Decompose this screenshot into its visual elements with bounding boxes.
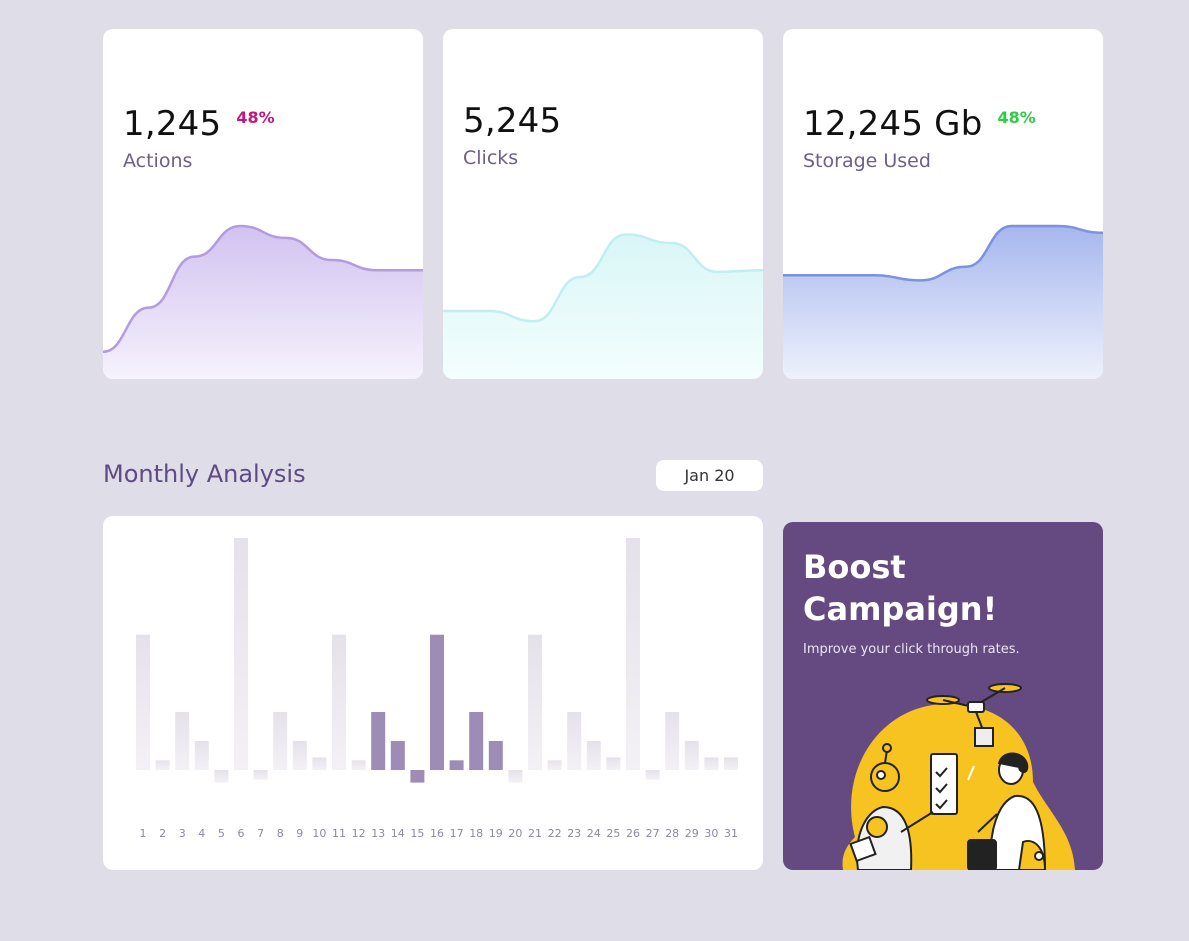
x-tick-label: 25 — [606, 827, 620, 840]
x-tick-label: 17 — [450, 827, 464, 840]
x-tick-label: 15 — [410, 827, 424, 840]
bar-day-30 — [704, 757, 719, 770]
stat-label: Actions — [123, 150, 193, 172]
stat-label: Clicks — [463, 147, 519, 169]
drone-icon — [926, 683, 1022, 747]
x-tick-label: 19 — [489, 827, 503, 840]
bar-day-3 — [175, 712, 190, 770]
x-tick-label: 24 — [587, 827, 601, 840]
checklist-icon — [930, 753, 958, 815]
x-tick-label: 7 — [257, 827, 264, 840]
bar-day-23 — [567, 712, 582, 770]
x-tick-label: 31 — [724, 827, 738, 840]
campaign-illustration-icon — [842, 683, 1075, 870]
section-title: Monthly Analysis — [103, 460, 306, 488]
bar-day-24 — [586, 741, 601, 770]
x-tick-label: 8 — [277, 827, 284, 840]
stat-card-actions: 1,245 48% Actions — [103, 29, 423, 379]
bar-day-31 — [724, 757, 738, 770]
bar-day-11 — [332, 634, 346, 770]
stat-value-row: 5,245 — [463, 100, 576, 142]
x-tick-label: 10 — [312, 827, 326, 840]
robot-icon — [849, 743, 934, 870]
bar-day-5 — [214, 770, 229, 783]
trend-line — [783, 224, 1103, 282]
x-tick-label: 9 — [296, 827, 303, 840]
x-tick-label: 28 — [665, 827, 679, 840]
x-tick-label: 5 — [218, 827, 225, 840]
stat-value-row: 1,245 48% — [123, 103, 275, 145]
bar-day-1 — [136, 634, 150, 770]
bar-day-2 — [155, 760, 170, 770]
bar-day-26 — [626, 538, 640, 770]
monthly-bar-chart: 1 2 3 4 5 6 7 8 9 10 11 12 13 14 15 16 17 18 19 20 21 22 23 24 2… — [136, 538, 738, 840]
bar-day-29 — [684, 741, 699, 770]
x-tick-label: 12 — [352, 827, 366, 840]
x-tick-label: 18 — [469, 827, 483, 840]
x-tick-label: 29 — [685, 827, 699, 840]
trend-area — [783, 226, 1103, 379]
x-tick-label: 22 — [548, 827, 562, 840]
x-tick-label: 1 — [140, 827, 147, 840]
bar-day-17 — [449, 760, 464, 770]
stat-label: Storage Used — [803, 150, 931, 172]
promo-card[interactable]: Boost Campaign! Improve your click throu… — [783, 522, 1103, 870]
x-tick-label: 11 — [332, 827, 346, 840]
bar-day-27 — [645, 770, 660, 780]
bar-day-16 — [430, 634, 444, 770]
month-picker-button[interactable]: Jan 20 — [656, 460, 763, 491]
trend-line — [443, 233, 763, 323]
bar-day-25 — [606, 757, 621, 770]
bar-day-18 — [469, 712, 484, 770]
bar-day-22 — [547, 760, 562, 770]
x-tick-label: 14 — [391, 827, 405, 840]
bar-day-8 — [273, 712, 288, 770]
trend-area — [443, 234, 763, 379]
x-tick-label: 2 — [159, 827, 166, 840]
stat-percent: 48% — [997, 108, 1036, 127]
stat-card-clicks: 5,245 Clicks — [443, 29, 763, 379]
promo-subtitle: Improve your click through rates. — [803, 642, 1020, 657]
bar-day-20 — [508, 770, 523, 783]
bar-day-10 — [312, 757, 327, 770]
stat-value-row: 12,245 Gb 48% — [803, 103, 1036, 145]
x-tick-label: 4 — [198, 827, 205, 840]
trend-area — [103, 226, 423, 379]
x-tick-label: 3 — [179, 827, 186, 840]
bar-day-4 — [194, 741, 209, 770]
x-tick-label: 27 — [646, 827, 660, 840]
x-tick-label: 26 — [626, 827, 640, 840]
monthly-chart-card: 1 2 3 4 5 6 7 8 9 10 11 12 13 14 15 16 17 18 19 20 21 22 23 24 2… — [103, 516, 763, 870]
stat-value: 12,245 Gb — [803, 104, 983, 144]
x-tick-label: 23 — [567, 827, 581, 840]
stat-value: 5,245 — [463, 101, 562, 141]
x-tick-label: 13 — [371, 827, 385, 840]
bar-day-9 — [292, 741, 307, 770]
storage-trend-chart — [783, 224, 1103, 379]
x-tick-label: 16 — [430, 827, 444, 840]
person-icon — [967, 752, 1047, 870]
bar-day-15 — [410, 770, 425, 783]
bar-day-13 — [371, 712, 386, 770]
bar-day-19 — [488, 741, 503, 770]
x-tick-label: 20 — [508, 827, 522, 840]
clicks-trend-chart — [443, 233, 763, 379]
x-tick-label: 6 — [238, 827, 245, 840]
stat-percent: 48% — [236, 108, 275, 127]
stat-card-storage: 12,245 Gb 48% Storage Used — [783, 29, 1103, 379]
x-tick-label: 21 — [528, 827, 542, 840]
bar-day-12 — [351, 760, 366, 770]
promo-title: Boost Campaign! — [803, 548, 998, 628]
bar-day-14 — [390, 741, 405, 770]
bar-day-21 — [528, 634, 542, 770]
bar-day-7 — [253, 770, 268, 780]
bar-day-6 — [234, 538, 248, 770]
bar-day-28 — [665, 712, 680, 770]
actions-trend-chart — [103, 224, 423, 379]
stat-value: 1,245 — [123, 104, 222, 144]
x-tick-label: 30 — [704, 827, 718, 840]
trend-line — [103, 224, 423, 354]
